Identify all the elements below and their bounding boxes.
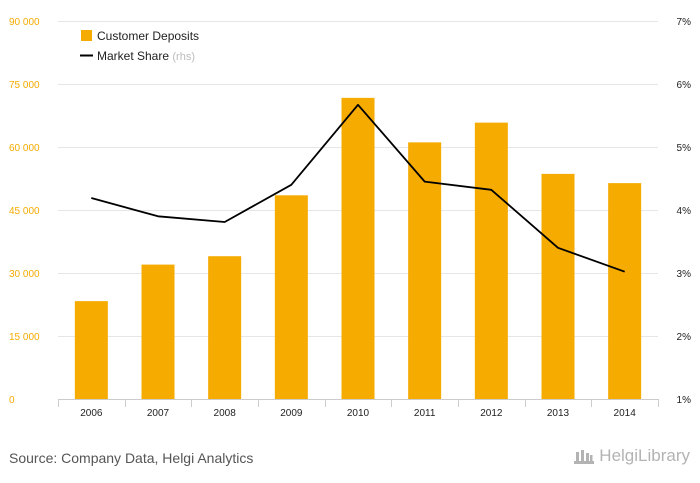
y-right-tick-label: 4% [677,206,692,217]
legend: Customer Deposits Market Share (rhs) [80,29,199,63]
bar [208,256,242,399]
x-tick-label: 2012 [480,408,503,419]
y-left-tick-label: 45 000 [9,206,40,217]
legend-swatch-bar [81,30,92,41]
y-left-tick-label: 60 000 [9,143,40,154]
y-right-tick-label: 2% [677,332,692,343]
market-share-line [91,103,626,273]
y-right-tick-label: 5% [677,143,692,154]
x-tick-label: 2009 [280,408,303,419]
y-right-tick-label: 3% [677,269,692,280]
bar [141,264,175,399]
axes: 0 15 000 30 000 45 000 60 000 75 000 90 000 1% 2… [9,17,691,419]
chart-footer: Source: Company Data, Helgi Analytics He… [0,436,700,483]
source-note: Source: Company Data, Helgi Analytics [9,450,254,466]
brand-logo: HelgiLibrary [573,446,690,466]
chart: 0 15 000 30 000 45 000 60 000 75 000 90 000 1% 2… [9,17,691,419]
x-tick-label: 2013 [547,408,570,419]
x-tick-label: 2011 [414,408,436,419]
x-tick-label: 2006 [80,408,103,419]
bar [474,122,508,399]
y-left-tick-label: 15 000 [9,332,40,343]
y-left-tick-label: 90 000 [9,17,40,28]
y-left-tick-label: 75 000 [9,80,40,91]
line-series [91,103,626,273]
bar [608,183,642,399]
y-right-tick-label: 1% [677,395,692,406]
legend-label-bar: Customer Deposits [97,29,199,43]
x-tick-label: 2007 [147,408,170,419]
bar [274,195,308,399]
x-tick-label: 2014 [614,408,637,419]
legend-rhs-note: (rhs) [172,51,195,63]
bar [408,142,442,399]
brand-name: HelgiLibrary [599,446,690,465]
bar [541,173,575,399]
bar-series [74,97,642,400]
y-right-tick-label: 7% [677,17,692,28]
bar [74,301,108,399]
bar [341,97,375,400]
legend-label-line: Market Share (rhs) [97,49,195,63]
x-tick-label: 2008 [214,408,237,419]
x-tick-label: 2010 [347,408,370,419]
library-icon [574,450,595,464]
y-right-tick-label: 6% [677,80,692,91]
y-left-tick-label: 0 [9,395,15,406]
y-left-tick-label: 30 000 [9,269,40,280]
